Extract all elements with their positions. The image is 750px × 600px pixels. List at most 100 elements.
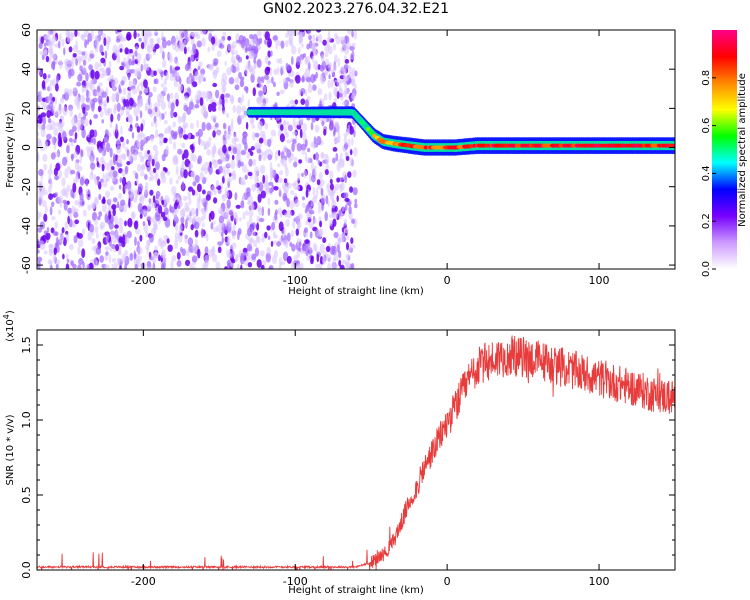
- noise-speckle: [162, 216, 168, 222]
- noise-speckle: [245, 210, 249, 216]
- noise-speckle: [262, 85, 267, 94]
- noise-speckle: [112, 197, 118, 203]
- noise-speckle: [296, 56, 301, 66]
- noise-speckle: [134, 236, 137, 246]
- noise-speckle: [298, 159, 303, 164]
- noise-speckle: [310, 199, 315, 207]
- noise-speckle: [286, 149, 292, 159]
- noise-speckle: [335, 35, 341, 45]
- noise-speckle: [207, 140, 212, 148]
- noise-speckle: [112, 236, 118, 244]
- noise-speckle: [46, 133, 52, 140]
- noise-speckle: [228, 77, 235, 85]
- noise-speckle: [140, 123, 144, 132]
- noise-speckle: [79, 154, 82, 164]
- noise-speckle: [333, 253, 339, 261]
- noise-speckle: [203, 259, 209, 267]
- noise-speckle: [99, 156, 105, 163]
- noise-speckle: [270, 129, 277, 137]
- noise-speckle: [341, 206, 345, 212]
- noise-speckle: [316, 186, 319, 197]
- noise-speckle: [121, 106, 125, 111]
- noise-speckle: [227, 235, 231, 245]
- noise-speckle: [343, 64, 349, 70]
- noise-speckle: [175, 99, 179, 107]
- noise-speckle: [235, 54, 241, 61]
- noise-speckle: [147, 42, 150, 51]
- noise-speckle: [305, 57, 308, 62]
- noise-speckle: [188, 163, 194, 170]
- noise-speckle: [147, 32, 153, 37]
- noise-speckle: [50, 152, 56, 160]
- noise-speckle: [136, 163, 142, 172]
- noise-speckle: [346, 30, 352, 35]
- noise-speckle: [116, 201, 120, 209]
- noise-speckle: [230, 159, 236, 170]
- noise-speckle: [41, 200, 47, 208]
- noise-speckle: [192, 43, 197, 54]
- noise-speckle: [338, 159, 345, 169]
- noise-speckle: [57, 121, 63, 128]
- noise-speckle: [58, 104, 63, 114]
- x-tick-label: 100: [589, 274, 610, 287]
- noise-speckle: [272, 240, 278, 245]
- noise-speckle: [120, 199, 126, 206]
- noise-speckle: [272, 81, 276, 88]
- noise-speckle: [217, 241, 223, 246]
- noise-speckle: [349, 71, 354, 78]
- noise-speckle: [251, 222, 256, 230]
- track-core: [624, 143, 629, 148]
- noise-speckle: [66, 253, 69, 260]
- noise-speckle: [133, 220, 139, 230]
- noise-speckle: [187, 77, 192, 85]
- noise-speckle: [76, 232, 80, 237]
- noise-speckle: [313, 219, 317, 224]
- noise-speckle: [93, 114, 99, 119]
- noise-speckle: [139, 234, 143, 242]
- noise-speckle: [129, 49, 133, 54]
- noise-speckle: [282, 228, 285, 239]
- noise-speckle: [244, 259, 249, 267]
- noise-speckle: [43, 213, 48, 222]
- noise-speckle: [174, 232, 179, 242]
- track-core: [600, 143, 605, 148]
- noise-speckle: [198, 91, 203, 96]
- noise-speckle: [263, 74, 270, 80]
- noise-speckle: [264, 181, 269, 187]
- noise-speckle: [139, 97, 143, 106]
- noise-speckle: [104, 264, 110, 269]
- noise-speckle: [148, 154, 152, 163]
- noise-speckle: [106, 108, 110, 114]
- noise-speckle: [279, 170, 284, 176]
- noise-speckle: [88, 82, 93, 90]
- noise-speckle: [80, 33, 85, 40]
- noise-speckle: [201, 121, 206, 132]
- noise-speckle: [106, 233, 110, 242]
- noise-speckle: [99, 255, 104, 263]
- noise-speckle: [54, 192, 58, 198]
- noise-speckle: [228, 146, 232, 152]
- noise-speckle: [177, 175, 182, 180]
- noise-speckle: [261, 264, 265, 269]
- noise-speckle: [253, 57, 257, 64]
- noise-speckle: [154, 150, 159, 157]
- noise-speckle: [300, 98, 306, 105]
- noise-speckle: [319, 100, 322, 108]
- noise-speckle: [95, 90, 101, 97]
- noise-speckle: [305, 189, 309, 198]
- noise-speckle: [231, 230, 236, 240]
- noise-speckle: [106, 35, 111, 46]
- noise-speckle: [353, 121, 357, 130]
- noise-speckle: [341, 101, 347, 106]
- noise-speckle: [87, 132, 90, 138]
- noise-speckle: [85, 178, 89, 187]
- noise-speckle: [245, 121, 249, 130]
- noise-speckle: [49, 206, 53, 216]
- noise-speckle: [264, 66, 270, 76]
- noise-speckle: [189, 144, 194, 150]
- noise-speckle: [256, 236, 261, 244]
- noise-speckle: [76, 119, 82, 126]
- noise-speckle: [334, 88, 338, 97]
- noise-speckle: [47, 259, 53, 265]
- noise-speckle: [117, 163, 123, 168]
